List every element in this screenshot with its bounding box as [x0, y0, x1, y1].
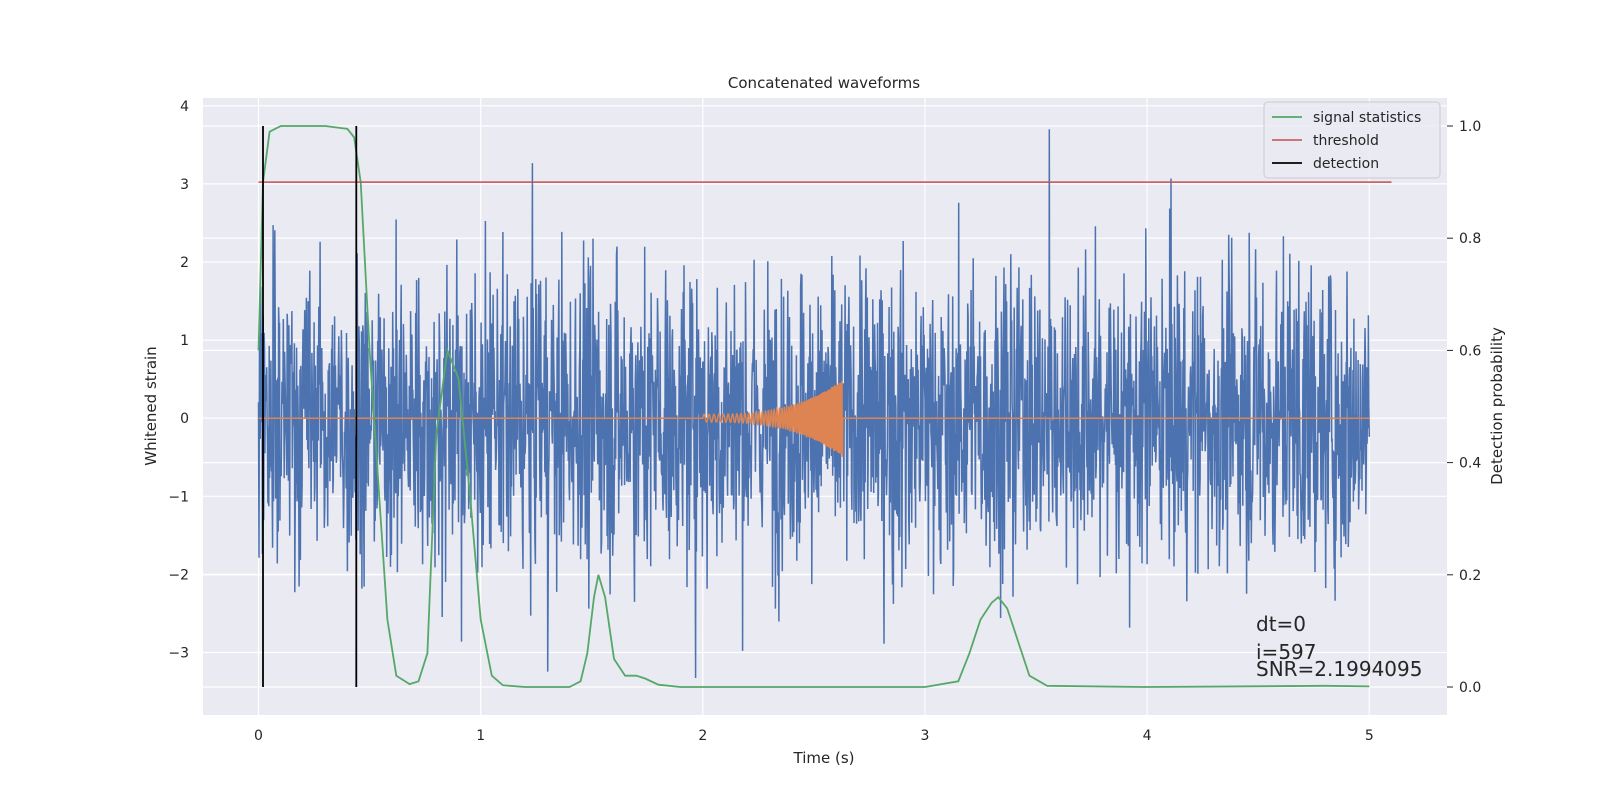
- waveform-series-line: [258, 380, 1370, 457]
- x-tick-label: 2: [698, 728, 707, 744]
- y-tick-label: 3: [180, 177, 189, 193]
- x-tick-label: 3: [921, 728, 930, 744]
- strain-series-line: [257, 129, 1371, 679]
- y-tick-label: 1: [180, 333, 189, 349]
- chart-title: Concatenated waveforms: [728, 74, 920, 92]
- legend-label-threshold: threshold: [1313, 133, 1379, 149]
- y2-tick-label: 0.4: [1459, 456, 1481, 472]
- y2-axis-label: Detection probability: [1488, 327, 1506, 485]
- x-tick-label: 5: [1365, 728, 1374, 744]
- y-tick-label: 2: [180, 255, 189, 271]
- detection-lines: [262, 126, 358, 687]
- x-tick-label: 4: [1143, 728, 1152, 744]
- y2-tick-label: 0.6: [1459, 343, 1481, 359]
- annotation-snr: SNR=2.1994095: [1256, 657, 1422, 681]
- legend-box: [1263, 101, 1441, 179]
- y-tick-label: 4: [180, 99, 189, 115]
- legend: signal statistics threshold detection: [1263, 101, 1441, 179]
- y-tick-label: 0: [180, 411, 189, 427]
- y2-tick-labels: 0.0 0.2 0.4 0.6 0.8 1.0: [1447, 119, 1481, 696]
- y-tick-label: −1: [168, 489, 189, 505]
- signal-statistics-line: [257, 125, 1370, 688]
- legend-label-signal-statistics: signal statistics: [1313, 110, 1421, 126]
- x-tick-labels: 0 1 2 3 4 5: [254, 728, 1374, 744]
- y2-tick-label: 0.8: [1459, 231, 1481, 247]
- x-axis-label: Time (s): [793, 749, 855, 767]
- y-tick-label: −2: [168, 567, 189, 583]
- y2-tick-label: 1.0: [1459, 119, 1481, 135]
- y-axis-label: Whitened strain: [142, 346, 160, 465]
- y-tick-label: −3: [168, 646, 189, 662]
- y2-tick-label: 0.0: [1459, 680, 1481, 696]
- legend-label-detection: detection: [1313, 156, 1379, 172]
- y2-tick-label: 0.2: [1459, 568, 1481, 584]
- annotation-index: i=597: [1256, 640, 1317, 664]
- annotation-dt: dt=0: [1256, 612, 1306, 636]
- x-tick-label: 1: [476, 728, 485, 744]
- x-tick-label: 0: [254, 728, 263, 744]
- y-tick-labels: −3 −2 −1 0 1 2 3 4: [168, 99, 189, 662]
